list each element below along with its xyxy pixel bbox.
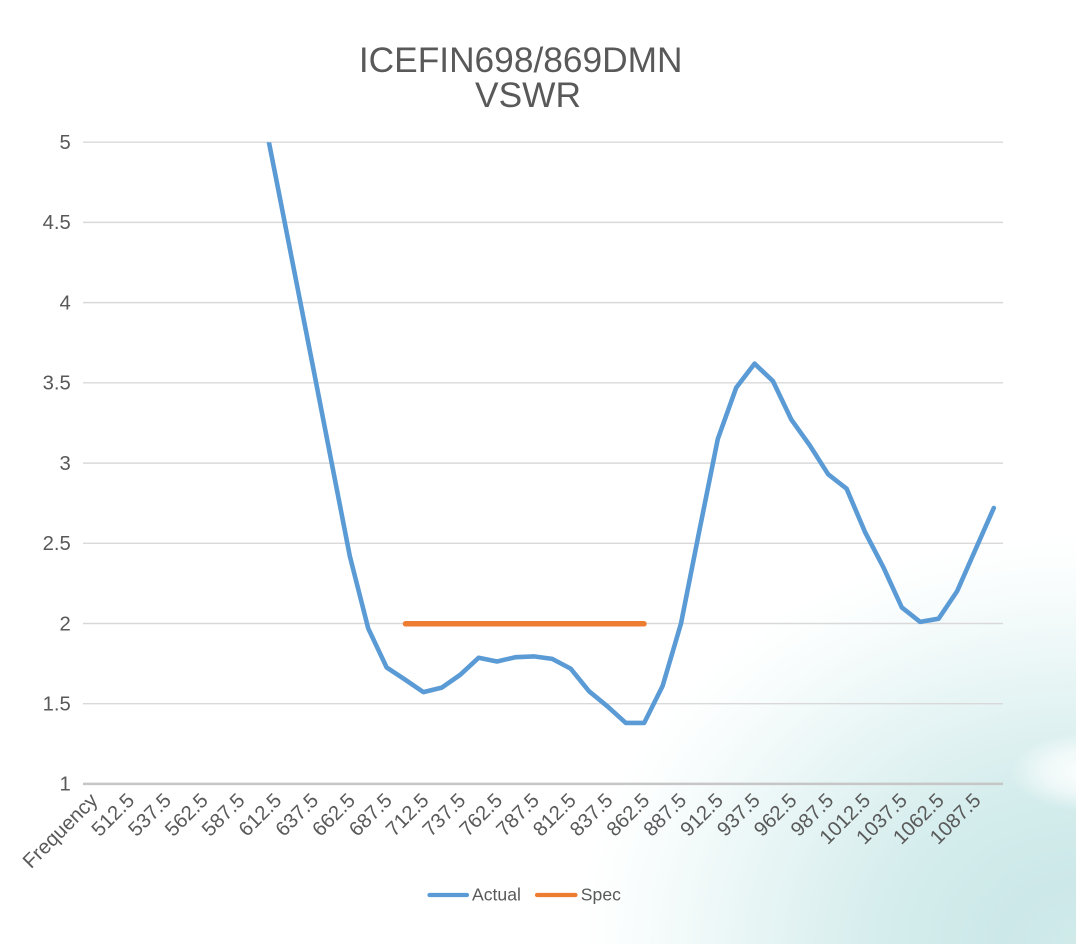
svg-text:2.5: 2.5 [43, 533, 71, 555]
svg-text:2: 2 [60, 613, 71, 635]
svg-text:ICEFIN698/869DMN: ICEFIN698/869DMN [359, 41, 683, 80]
svg-text:4.5: 4.5 [43, 212, 71, 234]
svg-text:4: 4 [60, 292, 71, 314]
svg-text:1.5: 1.5 [43, 694, 71, 716]
svg-text:1: 1 [60, 774, 71, 796]
svg-text:VSWR: VSWR [475, 76, 581, 115]
svg-text:Actual: Actual [472, 885, 521, 905]
svg-text:5: 5 [60, 132, 71, 154]
svg-text:3.5: 3.5 [43, 373, 71, 395]
svg-text:Spec: Spec [581, 885, 621, 905]
svg-text:3: 3 [60, 453, 71, 475]
